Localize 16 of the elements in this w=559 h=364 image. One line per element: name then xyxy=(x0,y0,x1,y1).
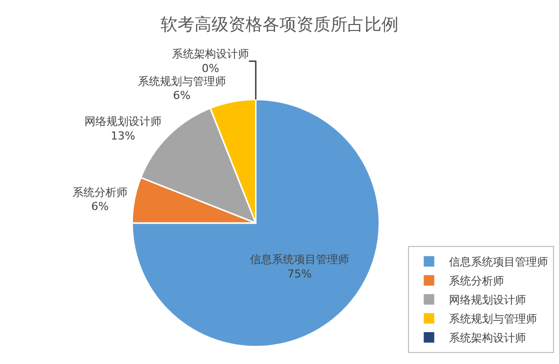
slice-label: 系统分析师 xyxy=(72,186,128,199)
chart-title: 软考高级资格各项资质所占比例 xyxy=(160,15,398,36)
data-label: 75% xyxy=(287,267,312,280)
legend-label: 系统规划与管理师 xyxy=(449,312,537,326)
legend-label: 信息系统项目管理师 xyxy=(449,256,548,269)
slice-label: 信息系统项目管理师 xyxy=(250,253,349,266)
data-label: 6% xyxy=(173,89,190,102)
slice-label: 网络规划设计师 xyxy=(84,115,162,128)
data-label: 6% xyxy=(91,200,109,214)
legend-label: 系统分析师 xyxy=(449,274,504,288)
text: 0% xyxy=(202,62,220,75)
category-label: 系统架构设计师 xyxy=(172,48,249,61)
legend-label: 系统架构设计师 xyxy=(449,332,526,345)
slice-label: 系统规划与管理师 xyxy=(138,74,226,88)
legend-label: 网络规划设计师 xyxy=(449,294,526,307)
data-label: 13% xyxy=(110,129,136,142)
